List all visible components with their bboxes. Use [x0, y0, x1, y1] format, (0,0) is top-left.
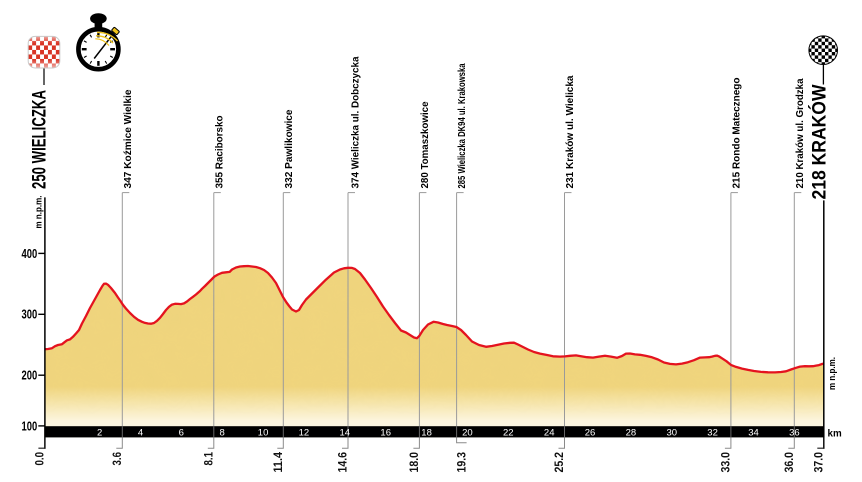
svg-text:200: 200 [22, 368, 38, 383]
svg-text:285 Wieliczka DK94 ul. Krakows: 285 Wieliczka DK94 ul. Krakowska [456, 63, 468, 188]
svg-text:33.0: 33.0 [721, 452, 733, 473]
svg-text:36: 36 [789, 427, 800, 438]
svg-text:14.6: 14.6 [338, 452, 350, 473]
svg-text:32: 32 [707, 427, 718, 438]
svg-text:22: 22 [503, 427, 514, 438]
svg-text:300: 300 [22, 307, 38, 322]
svg-text:25.2: 25.2 [554, 452, 566, 473]
svg-text:8.1: 8.1 [203, 452, 215, 466]
svg-text:18: 18 [421, 427, 432, 438]
svg-text:355 Raciborsko: 355 Raciborsko [213, 116, 225, 189]
svg-text:218 KRAKÓW: 218 KRAKÓW [809, 84, 831, 199]
svg-text:m n.p.m.: m n.p.m. [827, 357, 837, 390]
svg-text:4: 4 [138, 427, 143, 438]
svg-text:100: 100 [22, 418, 38, 433]
svg-text:10: 10 [258, 427, 269, 438]
svg-text:m n.p.m.: m n.p.m. [34, 196, 44, 229]
svg-text:0.0: 0.0 [35, 452, 47, 466]
svg-text:11.4: 11.4 [273, 451, 285, 472]
svg-text:250 WIELICZKA: 250 WIELICZKA [29, 90, 50, 189]
svg-text:374 Wieliczka ul. Dobczycka: 374 Wieliczka ul. Dobczycka [350, 56, 362, 188]
svg-text:347 Koźmice Wielkie: 347 Koźmice Wielkie [122, 89, 134, 188]
svg-text:210 Kraków ul. Grodzka: 210 Kraków ul. Grodzka [794, 78, 806, 188]
svg-text:37.0: 37.0 [813, 452, 825, 473]
svg-text:400: 400 [22, 246, 38, 261]
svg-text:332 Pawlikowice: 332 Pawlikowice [283, 109, 295, 188]
svg-text:12: 12 [299, 427, 310, 438]
svg-text:2: 2 [97, 427, 102, 438]
svg-text:20: 20 [462, 427, 473, 438]
svg-text:6: 6 [179, 427, 184, 438]
svg-text:215 Rondo Matecznego: 215 Rondo Matecznego [730, 78, 742, 189]
svg-text:28: 28 [626, 427, 637, 438]
svg-text:231 Kraków ul. Wielicka: 231 Kraków ul. Wielicka [564, 75, 576, 188]
svg-text:24: 24 [544, 427, 555, 438]
svg-text:18.0: 18.0 [409, 452, 421, 473]
svg-text:26: 26 [585, 427, 596, 438]
svg-text:16: 16 [380, 427, 391, 438]
svg-text:280 Tomaszkowice: 280 Tomaszkowice [419, 101, 431, 188]
svg-text:3.6: 3.6 [112, 452, 124, 466]
svg-text:36.0: 36.0 [784, 452, 796, 473]
svg-text:km: km [828, 428, 842, 439]
svg-text:19.3: 19.3 [457, 452, 469, 473]
svg-text:34: 34 [748, 427, 759, 438]
svg-text:8: 8 [220, 427, 225, 438]
svg-text:30: 30 [667, 427, 678, 438]
svg-text:14: 14 [340, 427, 351, 438]
